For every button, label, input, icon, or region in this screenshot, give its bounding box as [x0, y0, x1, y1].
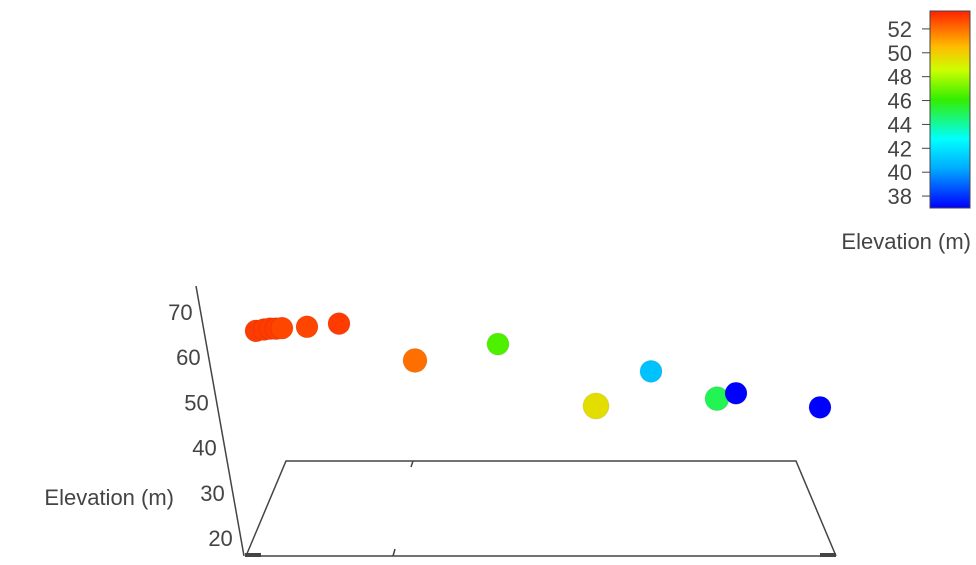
- colorbar-tick-label: 50: [888, 41, 912, 66]
- data-point[interactable]: [808, 395, 832, 419]
- z-axis-ticks: 20 30 40 50 60 70: [168, 300, 233, 551]
- z-axis-tick-label: 20: [208, 526, 232, 551]
- data-point[interactable]: [582, 392, 610, 420]
- z-axis-tick-label: 70: [168, 300, 192, 325]
- floor-tick-mark-front: [392, 548, 396, 557]
- floor-box: [245, 460, 837, 557]
- colorbar-tick-label: 48: [888, 65, 912, 90]
- colorbar-tick-label: 38: [888, 184, 912, 209]
- colorbar-tick-label: 44: [888, 112, 912, 137]
- data-point[interactable]: [402, 347, 428, 373]
- scene-frame: [195, 285, 837, 557]
- colorbar-gradient: [929, 10, 971, 209]
- data-point[interactable]: [270, 316, 294, 340]
- colorbar-tick-label: 52: [888, 17, 912, 42]
- floor-corner-left: [245, 553, 261, 557]
- z-axis-tick-label: 40: [192, 436, 216, 461]
- z-axis-tick-label: 60: [176, 345, 200, 370]
- colorbar-tick-label: 46: [888, 89, 912, 114]
- z-axis-tick-label: 30: [200, 481, 224, 506]
- floor-tick-mark-back: [410, 460, 414, 468]
- scatter-points: [244, 312, 832, 420]
- z-axis-tick-label: 50: [184, 390, 208, 415]
- z-axis-line: [195, 285, 245, 557]
- floor-corner-right: [820, 553, 836, 557]
- data-point[interactable]: [639, 359, 663, 383]
- data-point[interactable]: [295, 315, 319, 339]
- z-axis-title: Elevation (m): [44, 485, 174, 510]
- colorbar-title: Elevation (m): [841, 229, 971, 254]
- data-point[interactable]: [724, 381, 748, 405]
- data-point[interactable]: [486, 332, 510, 356]
- colorbar-tick-label: 40: [888, 160, 912, 185]
- colorbar-tick-label: 42: [888, 136, 912, 161]
- data-point[interactable]: [327, 312, 351, 336]
